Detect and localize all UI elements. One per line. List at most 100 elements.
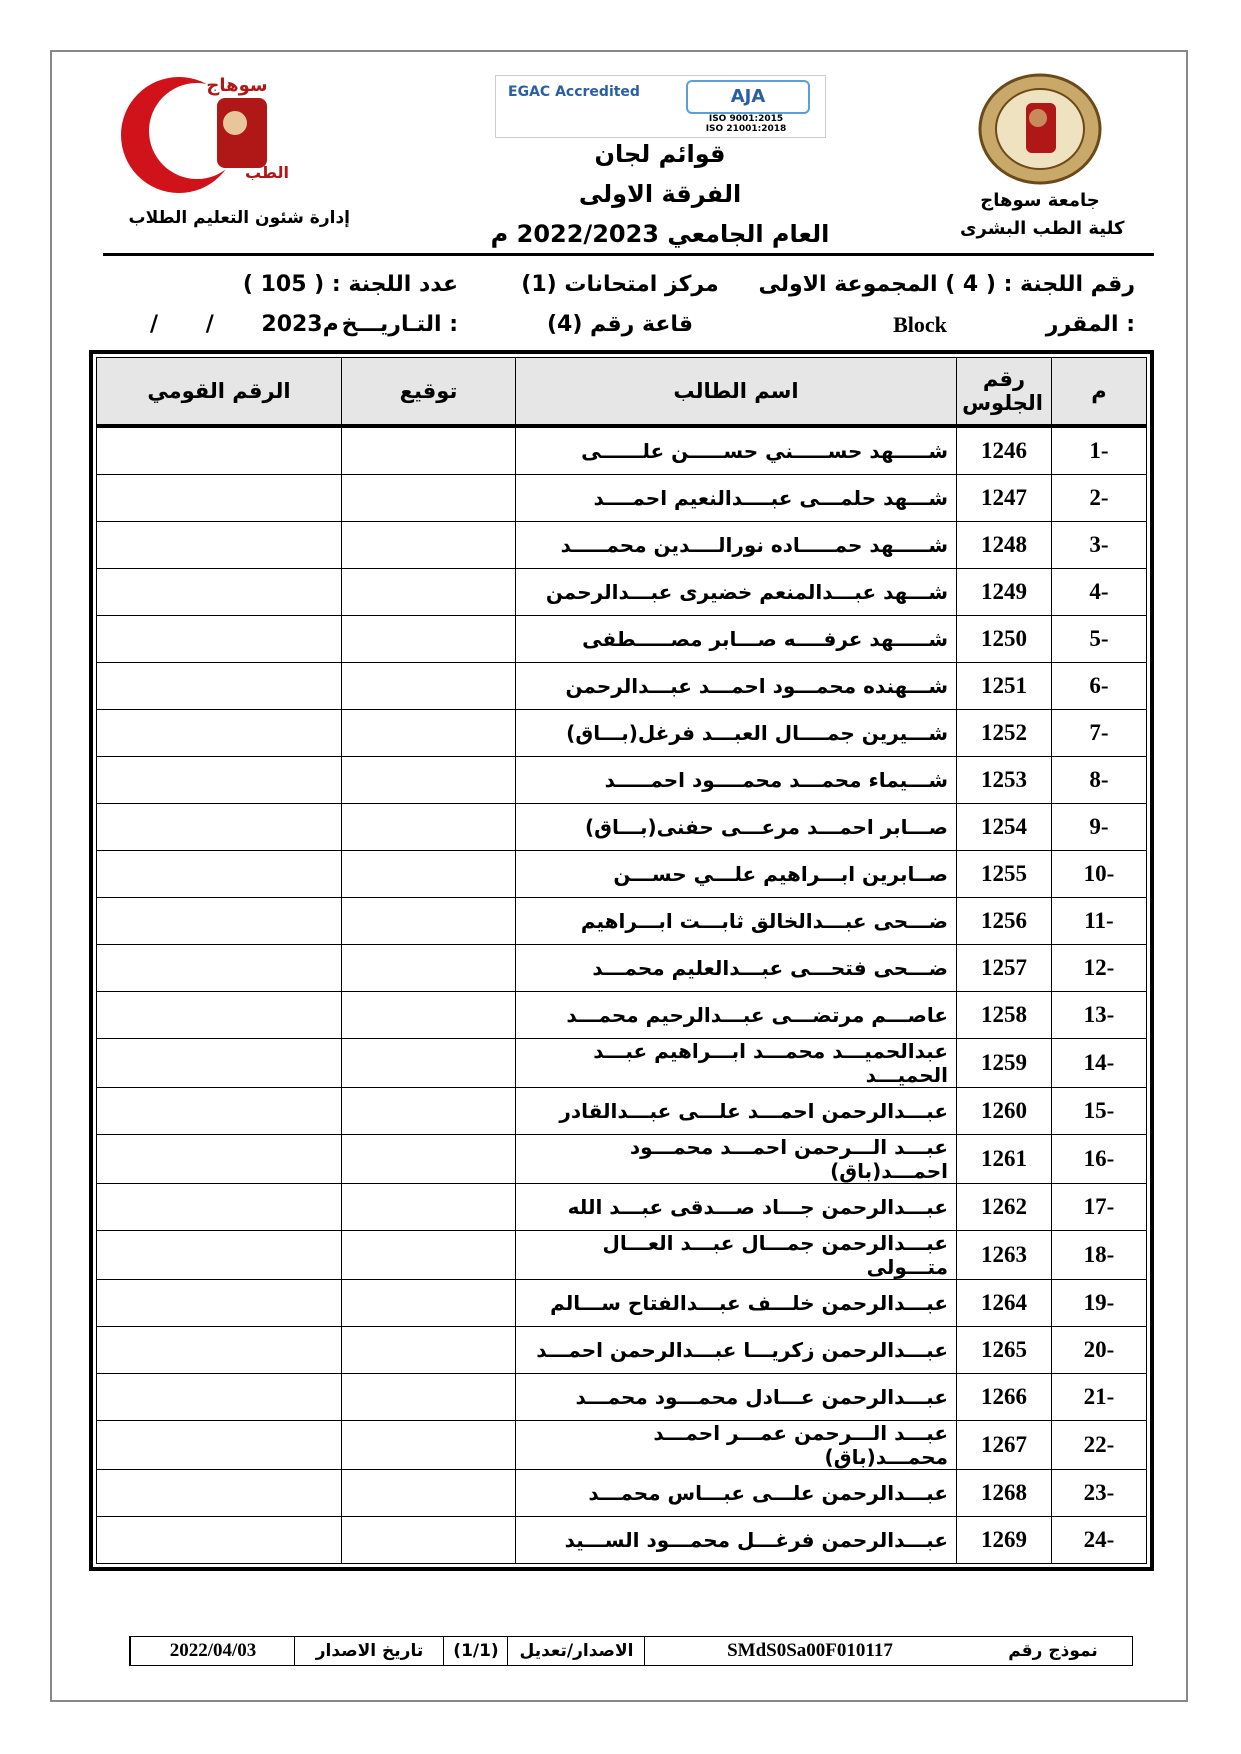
national-id-cell	[96, 1183, 342, 1231]
academic-year: العام الجامعي 2022/2023 م	[490, 220, 830, 248]
seat-number: 1266	[956, 1373, 1052, 1421]
count: عدد اللجنة : ( 105 )	[242, 272, 458, 297]
signature-cell	[341, 1230, 516, 1280]
seat-number: 1259	[956, 1038, 1052, 1088]
column-header: الرقم القومي	[96, 357, 342, 428]
table-row: -22 1267 عبـــد الـــرحمن عمـــر احمـــد م…	[96, 1420, 1147, 1470]
national-id-cell	[96, 1230, 342, 1280]
seat-number: 1250	[956, 615, 1052, 663]
row-index: -12	[1051, 944, 1147, 992]
iso-1: ISO 9001:2015	[708, 114, 784, 124]
committee: رقم اللجنة : ( 4 ) المجموعة الاولى	[758, 272, 1135, 297]
course-label: المقرر :	[1045, 312, 1135, 337]
row-index: -20	[1051, 1326, 1147, 1374]
table-row: -15 1260 عبـــدالرحمن احمـــد علـــى عبـــ…	[96, 1087, 1147, 1135]
national-id-cell	[96, 756, 342, 804]
student-name: عبـــدالرحمن جمـــال عبـــد العـــال متـ…	[515, 1230, 957, 1280]
row-index: -11	[1051, 897, 1147, 945]
seat-number: 1252	[956, 709, 1052, 757]
page-frame	[50, 50, 1188, 1702]
national-id-cell	[96, 897, 342, 945]
signature-cell	[341, 1420, 516, 1470]
table-row: -3 1248 شـــــهد حمـــــاده نورالــــدين م…	[96, 521, 1147, 569]
student-name: شـــيماء محمـــد محمــــود احمـــــد	[515, 756, 957, 804]
national-id-cell	[96, 1420, 342, 1470]
student-name: عبـــدالرحمن زكريـــا عبـــدالرحمن احمــ…	[515, 1326, 957, 1374]
seat-number: 1248	[956, 521, 1052, 569]
signature-cell	[341, 425, 516, 475]
row-index: -7	[1051, 709, 1147, 757]
signature-cell	[341, 521, 516, 569]
signature-cell	[341, 474, 516, 522]
seat-number: 1254	[956, 803, 1052, 851]
form-label: نموذج رقم	[1008, 1641, 1098, 1661]
student-name: شـــهنده محمـــود احمـــد عبـــدالرحمن	[515, 662, 957, 710]
table-row: -7 1252 شـــيرين جمــــال العبـــد فرغل(بـ…	[96, 709, 1147, 757]
title: قوائم لجان	[594, 140, 726, 168]
issue-date: 2022/04/03	[130, 1637, 295, 1665]
students-table: م رقم الجلوس اسم الطالب توقيع الرقم القومي -…	[96, 357, 1147, 1564]
national-id-cell	[96, 944, 342, 992]
signature-cell	[341, 1373, 516, 1421]
seat-number: 1256	[956, 897, 1052, 945]
table-body: -1 1246 شـــــهد حســـــني حســـــن علــــ…	[96, 425, 1147, 1564]
row-index: -2	[1051, 474, 1147, 522]
table-row: -8 1253 شـــيماء محمـــد محمــــود احمــــ…	[96, 756, 1147, 804]
signature-cell	[341, 1183, 516, 1231]
national-id-cell	[96, 991, 342, 1039]
table-row: -16 1261 عبـــد الـــرحمن احمـــد محمـــود…	[96, 1134, 1147, 1184]
student-name: صــابرين ابـــراهيم علـــي حســـن	[515, 850, 957, 898]
seat-number: 1258	[956, 991, 1052, 1039]
column-header: اسم الطالب	[515, 357, 957, 428]
hall: قاعة رقم (4)	[546, 312, 694, 337]
svg-text:سوهاج: سوهاج	[206, 75, 267, 96]
national-id-cell	[96, 1326, 342, 1374]
cert-left: EGAC Accredited	[508, 84, 640, 100]
table-row: -24 1269 عبـــدالرحمن فرغـــل محمـــود الس…	[96, 1516, 1147, 1564]
department: إدارة شئون التعليم الطلاب	[128, 208, 351, 228]
seat-number: 1265	[956, 1326, 1052, 1374]
signature-cell	[341, 709, 516, 757]
table-row: -12 1257 ضـــحى فتحـــى عبـــدالعليم محمــ…	[96, 944, 1147, 992]
row-index: -23	[1051, 1469, 1147, 1517]
national-id-cell	[96, 615, 342, 663]
seat-number: 1263	[956, 1230, 1052, 1280]
table-row: -20 1265 عبـــدالرحمن زكريـــا عبـــدالرحم…	[96, 1326, 1147, 1374]
row-index: -15	[1051, 1087, 1147, 1135]
student-name: ضـــحى فتحـــى عبـــدالعليم محمـــد	[515, 944, 957, 992]
seat-number: 1251	[956, 662, 1052, 710]
row-index: -8	[1051, 756, 1147, 804]
student-name: عبـــدالرحمن عـــادل محمـــود محمـــد	[515, 1373, 957, 1421]
row-index: -21	[1051, 1373, 1147, 1421]
student-name: عاصـــم مرتضـــى عبـــدالرحيم محمـــد	[515, 991, 957, 1039]
row-index: -6	[1051, 662, 1147, 710]
cert-right: AJA	[686, 80, 810, 114]
row-index: -19	[1051, 1279, 1147, 1327]
student-name: ضـــحى عبـــدالخالق ثابـــت ابـــراهيم	[515, 897, 957, 945]
table-row: -17 1262 عبـــدالرحمن جـــاد صـــدقى عبـــ…	[96, 1183, 1147, 1231]
signature-cell	[341, 568, 516, 616]
student-name: صـــابر احمـــد مرعـــى حفنى(بـــاق)	[515, 803, 957, 851]
seat-number: 1268	[956, 1469, 1052, 1517]
student-name: عبـــدالرحمن فرغـــل محمـــود الســـيد	[515, 1516, 957, 1564]
table-row: -9 1254 صـــابر احمـــد مرعـــى حفنى(بـــا…	[96, 803, 1147, 851]
signature-cell	[341, 991, 516, 1039]
version: (1/1)	[443, 1637, 508, 1665]
student-name: عبـــدالرحمن جـــاد صـــدقى عبـــد الله	[515, 1183, 957, 1231]
national-id-cell	[96, 662, 342, 710]
course: Block	[893, 312, 947, 337]
seat-number: 1257	[956, 944, 1052, 992]
form-code: SMdS0Sa00F010117	[644, 1637, 975, 1665]
signature-cell	[341, 897, 516, 945]
table-row: -11 1256 ضـــحى عبـــدالخالق ثابـــت ابـــ…	[96, 897, 1147, 945]
seat-number: 1269	[956, 1516, 1052, 1564]
national-id-cell	[96, 568, 342, 616]
table-row: -2 1247 شـــهد حلمـــى عبــــدالنعيم احمــ…	[96, 474, 1147, 522]
header-rule	[103, 253, 1154, 256]
national-id-cell	[96, 1279, 342, 1327]
table-row: -19 1264 عبـــدالرحمن خلـــف عبـــدالفتاح …	[96, 1279, 1147, 1327]
student-name: عبـــدالرحمن خلـــف عبـــدالفتاح ســـالم	[515, 1279, 957, 1327]
student-name: عبدالحميـــد محمـــد ابـــراهيم عبـــد ا…	[515, 1038, 957, 1088]
national-id-cell	[96, 803, 342, 851]
certification-box: EGAC Accredited AJA ISO 9001:2015 ISO 21…	[495, 75, 826, 138]
